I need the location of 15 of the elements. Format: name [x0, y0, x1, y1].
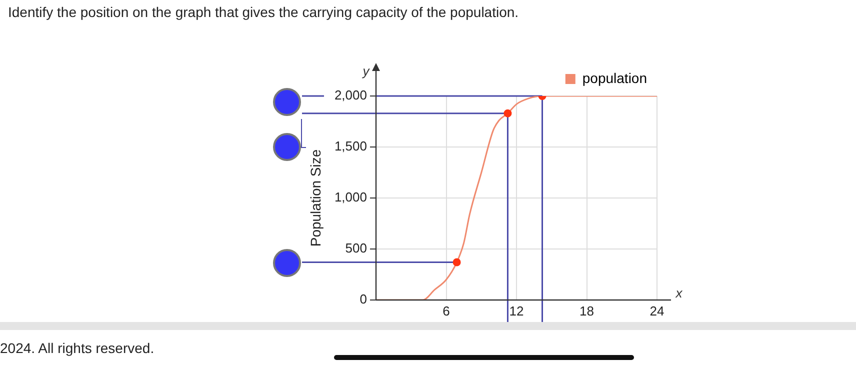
y-tick-label: 1,000 — [334, 190, 367, 205]
y-tick-label: 2,000 — [334, 88, 367, 103]
y-tick-label: 500 — [345, 240, 367, 256]
y-axis-title: Population Size — [307, 149, 324, 247]
x-tick-label: 18 — [580, 303, 594, 318]
x-tick-label: 6 — [442, 303, 450, 318]
x-tick-label: 24 — [650, 303, 664, 318]
legend-label: population — [582, 70, 648, 86]
text: Identify the position on the graph that gives the carrying capacity of the population. — [8, 4, 519, 20]
x-tick-label: 12 — [509, 303, 524, 318]
text: 2024. All rights reserved. — [0, 340, 154, 356]
y-tick-label: 1,500 — [334, 138, 367, 154]
y-tick-label: 0 — [360, 292, 367, 307]
text: y — [362, 64, 371, 79]
x-axis-title: x — [674, 286, 683, 301]
